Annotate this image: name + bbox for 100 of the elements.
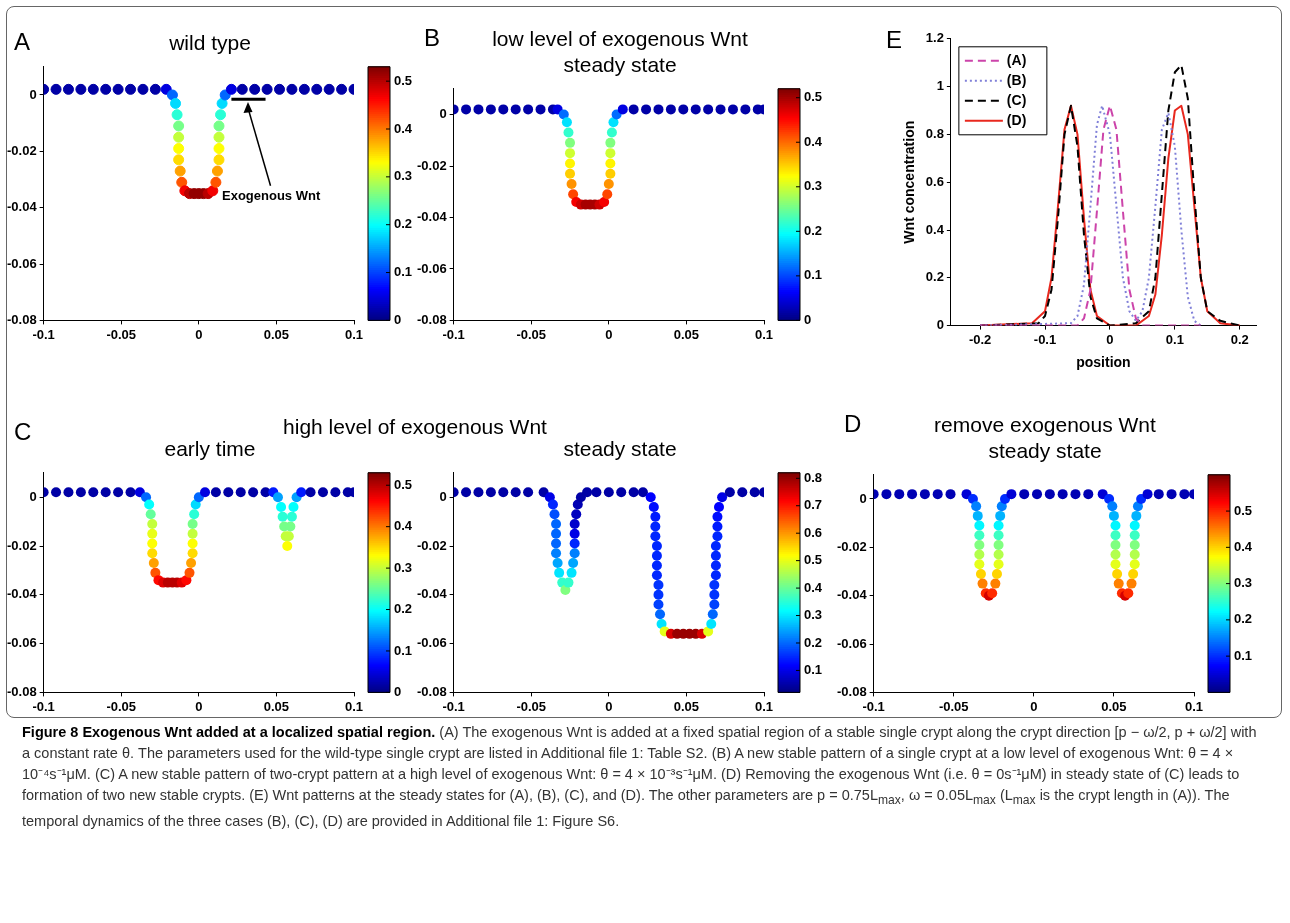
color-bar-label: 0.4 — [804, 579, 823, 595]
point — [144, 499, 155, 510]
point — [311, 83, 323, 95]
y-tick-label: -0.06 — [416, 260, 447, 276]
color-bar-label: 0.8 — [804, 469, 823, 485]
chart-title: steady state — [563, 437, 677, 460]
point — [272, 492, 283, 503]
y-tick-label: -0.04 — [416, 586, 448, 602]
point — [113, 487, 124, 498]
y-tick-label: -0.08 — [6, 311, 37, 327]
point — [261, 83, 273, 95]
point — [187, 528, 198, 539]
chart-title: remove exogenous Wnt — [934, 413, 1156, 436]
point — [225, 83, 237, 95]
point — [286, 83, 298, 95]
point — [298, 83, 310, 95]
point — [565, 148, 576, 159]
y-tick-label: 0 — [29, 488, 37, 504]
point — [599, 197, 610, 208]
y-tick-label: -0.04 — [416, 209, 448, 225]
point — [174, 165, 186, 177]
y-tick-label: -0.08 — [416, 311, 447, 327]
point — [235, 487, 246, 498]
x-tick-label: 0 — [195, 326, 203, 342]
point — [690, 104, 701, 115]
color-bar-label: 0.2 — [804, 634, 823, 650]
point — [87, 83, 99, 95]
point — [568, 189, 579, 200]
y-tick-label: -0.04 — [836, 587, 868, 603]
color-bar-label: 0.6 — [804, 524, 823, 540]
color-bar-label: 0.2 — [1234, 611, 1253, 627]
x-tick-label: 0.05 — [673, 326, 700, 342]
point — [461, 104, 472, 115]
color-bar-label: 0.3 — [394, 559, 413, 575]
point — [563, 127, 574, 138]
y-tick-label: -0.02 — [836, 538, 867, 554]
y-tick-label: 0 — [859, 490, 867, 506]
point — [100, 487, 111, 498]
x-axis-title: position — [1076, 354, 1131, 371]
point — [286, 511, 297, 522]
point — [149, 83, 161, 95]
y-tick-label: -0.06 — [416, 635, 447, 651]
color-bar-label: 0.4 — [394, 518, 413, 534]
point — [565, 168, 576, 179]
point — [170, 97, 182, 109]
text: A — [14, 28, 31, 56]
point — [605, 148, 616, 159]
point — [88, 487, 99, 498]
x-tick-label: 0.05 — [673, 698, 700, 714]
point — [62, 83, 74, 95]
point — [565, 158, 576, 169]
x-tick-label: -0.05 — [106, 698, 137, 714]
x-tick-label: -0.2 — [968, 331, 992, 347]
point — [210, 487, 221, 498]
y-tick-label: -0.02 — [6, 142, 37, 158]
point — [213, 154, 225, 166]
caption: Figure 8 Exogenous Wnt added at a localized spatial region. — [22, 724, 436, 740]
point — [236, 83, 248, 95]
color-bar-label: 0.4 — [804, 133, 823, 149]
point — [249, 83, 261, 95]
y-tick-label: -0.06 — [6, 255, 37, 271]
y-tick-label: 0 — [29, 86, 37, 102]
point — [715, 104, 726, 115]
point — [617, 104, 628, 115]
x-tick-label: -0.1 — [862, 698, 885, 714]
point — [248, 487, 259, 498]
point — [112, 83, 124, 95]
y-tick-label: 0.6 — [925, 173, 944, 189]
y-tick-label: -0.04 — [6, 586, 38, 602]
point — [75, 487, 86, 498]
x-tick-label: -0.1 — [32, 698, 55, 714]
x-tick-label: 0.1 — [344, 698, 364, 714]
color-bar-label: 0.1 — [394, 642, 413, 658]
point — [173, 143, 185, 155]
point — [276, 501, 287, 512]
point — [223, 487, 234, 498]
color-bar-label: 0.1 — [394, 264, 413, 280]
x-tick-label: 0 — [1030, 698, 1038, 714]
point — [187, 548, 198, 559]
color-bar-label: 0 — [394, 311, 402, 327]
color-bar-label: 0.4 — [394, 120, 413, 136]
x-tick-label: 0.1 — [754, 698, 774, 714]
point — [176, 176, 188, 188]
point — [296, 487, 307, 498]
point — [166, 89, 178, 101]
y-tick-label: -0.06 — [836, 635, 867, 651]
color-bar-label: 0.3 — [394, 168, 413, 184]
point — [561, 117, 572, 128]
y-tick-label: -0.02 — [416, 157, 447, 173]
y-tick-label: 0 — [439, 106, 447, 122]
text: C — [14, 418, 32, 446]
chart-subtitle: steady state — [987, 438, 1103, 464]
point — [703, 104, 714, 115]
color-bar-label: 0.5 — [394, 476, 413, 492]
point — [213, 120, 225, 132]
x-tick-label: 0.05 — [1101, 698, 1127, 714]
chart-title: wild type — [169, 31, 251, 54]
point — [51, 487, 62, 498]
x-tick-label: 0.1 — [1165, 331, 1184, 347]
x-tick-label: -0.1 — [442, 698, 465, 714]
